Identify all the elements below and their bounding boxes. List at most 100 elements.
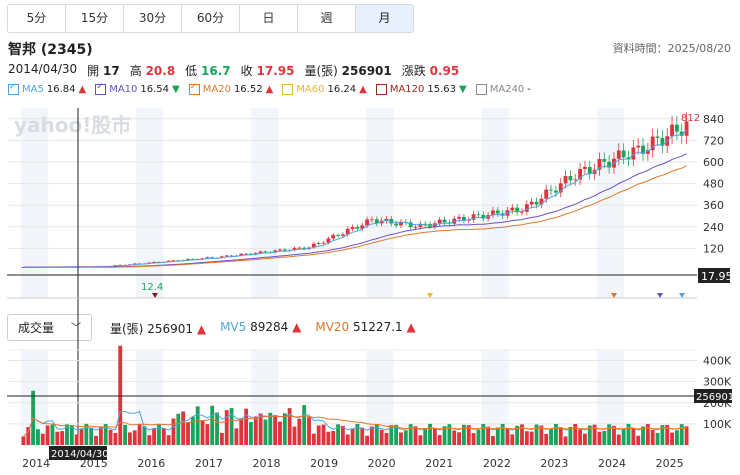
volume-bar <box>157 423 161 445</box>
tab-3[interactable]: 60分 <box>182 5 240 32</box>
volume-bar <box>21 436 26 445</box>
volume-bar <box>186 422 190 445</box>
price-axis-label: 360 <box>703 199 724 212</box>
volume-bar <box>573 423 578 445</box>
volume-bar <box>631 427 636 445</box>
close-label: 收 <box>240 64 253 78</box>
candle <box>297 247 302 249</box>
volume-bar <box>587 425 592 445</box>
ma-name: MA60 <box>296 84 325 95</box>
volume-bar <box>147 435 152 445</box>
ma-name: MA120 <box>389 84 425 95</box>
candle <box>316 243 321 244</box>
candle <box>423 223 428 225</box>
volume-bar <box>113 433 118 445</box>
candle <box>326 238 331 243</box>
tab-2[interactable]: 30分 <box>124 5 182 32</box>
year-band <box>596 108 624 298</box>
candle <box>573 179 578 181</box>
candle <box>549 189 553 191</box>
checkbox-icon <box>375 84 387 95</box>
volume-select-label: 成交量 <box>18 321 55 335</box>
ma-arrow-icon: ▲ <box>78 84 87 95</box>
volume-bar <box>524 431 529 445</box>
ma-toggle-ma10[interactable]: MA10 16.54▼ <box>95 82 180 95</box>
mv5-arrow-icon: ▲ <box>292 320 302 334</box>
mv5-value: 89284 <box>250 320 289 334</box>
volume-bar <box>108 429 113 445</box>
volume-bar <box>612 425 616 445</box>
price-axis-label: 720 <box>703 134 724 147</box>
ma-toggle-ma120[interactable]: MA120 15.63 ▼ <box>375 84 467 95</box>
candle <box>413 226 418 228</box>
candle <box>210 257 215 259</box>
volume-bar <box>316 425 321 445</box>
candle <box>544 189 549 199</box>
candle <box>476 214 481 216</box>
checkbox-icon <box>475 84 487 95</box>
event-marker-icon <box>611 293 617 298</box>
volume-bar <box>583 433 587 445</box>
year-band <box>251 108 279 298</box>
volume-bar <box>626 423 631 445</box>
volume-legend: 量(張) 256901 ▲ MV5 89284 ▲ MV20 51227.1 ▲ <box>110 320 416 337</box>
volume-bar <box>287 408 292 445</box>
volume-bar <box>374 424 379 445</box>
ma-toggle-ma20[interactable]: MA20 16.52▲ <box>188 82 273 95</box>
volume-bar <box>94 435 98 445</box>
candle <box>621 150 626 158</box>
stock-title: 智邦 (2345) <box>8 42 93 58</box>
volume-bar <box>268 412 273 445</box>
vol-legend-mv5: MV5 89284 ▲ <box>220 320 301 337</box>
volume-indicator-select[interactable]: 成交量 ﹀ <box>7 314 92 341</box>
year-band <box>21 108 49 298</box>
volume-bar <box>495 427 500 445</box>
volume-bar <box>311 433 316 445</box>
ohlc-change: 漲跌 0.95 <box>402 62 459 79</box>
ohlc-date: 2014/04/30 <box>8 62 78 76</box>
candle <box>578 168 583 180</box>
checkbox-icon <box>282 84 294 95</box>
volume-bar <box>263 419 268 445</box>
mv20-label: MV20 <box>315 320 350 334</box>
candle <box>190 258 195 260</box>
ohlc-close: 收 17.95 <box>241 62 295 79</box>
ma-toggle-ma240[interactable]: MA240 - <box>475 84 531 95</box>
volume-bar <box>26 427 31 445</box>
data-time: 資料時間：2025/08/20 <box>612 42 731 55</box>
vol-value: 256901 <box>341 64 392 78</box>
volume-bar <box>505 428 510 445</box>
candle <box>152 261 157 263</box>
volume-bar <box>282 413 287 445</box>
volume-bar <box>674 430 679 445</box>
candle <box>457 216 461 219</box>
candle <box>602 159 607 162</box>
candle <box>650 136 655 151</box>
tab-6[interactable]: 月 <box>356 5 413 32</box>
candle <box>132 263 137 265</box>
candle <box>641 145 645 154</box>
tab-5[interactable]: 週 <box>298 5 356 32</box>
tab-4[interactable]: 日 <box>240 5 298 32</box>
volume-bar <box>370 426 374 445</box>
volume-bar <box>224 410 229 445</box>
ma-toggle-ma60[interactable]: MA60 16.24 ▲ <box>282 84 367 95</box>
ma-toggle-ma5[interactable]: MA5 16.84▲ <box>8 82 87 95</box>
tab-1[interactable]: 15分 <box>66 5 124 32</box>
volume-bar <box>45 425 50 445</box>
candle <box>558 183 563 193</box>
tab-0[interactable]: 5分 <box>8 5 66 32</box>
volume-bar <box>481 424 486 445</box>
volume-bar <box>510 434 515 445</box>
candle <box>345 228 350 235</box>
candle <box>529 201 534 205</box>
candle <box>311 243 316 248</box>
event-marker-icon <box>679 293 685 298</box>
chg-label: 漲跌 <box>401 64 426 78</box>
volume-bar <box>539 425 544 445</box>
volume-bar <box>529 431 534 445</box>
volume-bar <box>670 432 674 445</box>
volume-bar <box>423 428 428 445</box>
price-axis-label: 120 <box>703 242 724 255</box>
